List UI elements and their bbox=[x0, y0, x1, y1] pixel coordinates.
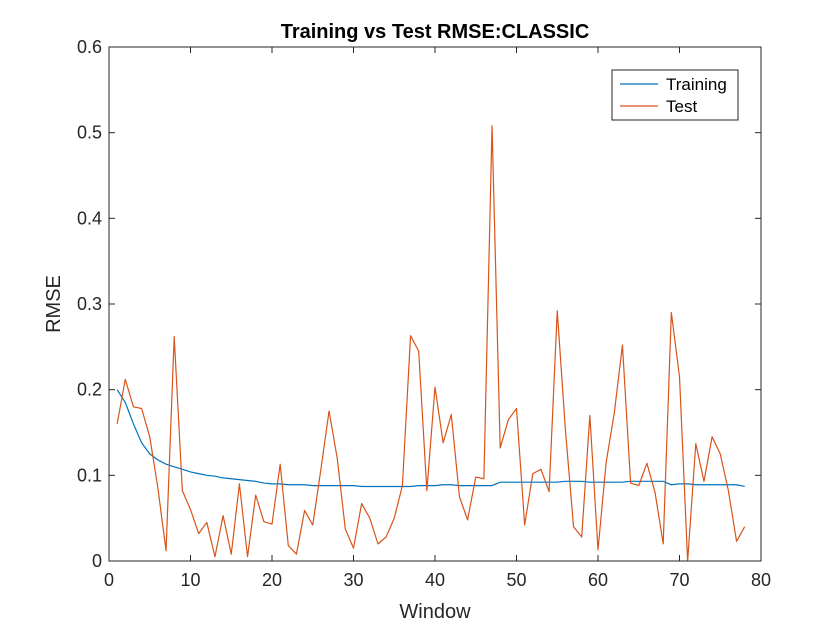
legend-box bbox=[611, 69, 739, 121]
x-axis-title: Window bbox=[399, 601, 471, 623]
series-layer bbox=[116, 125, 746, 562]
x-tick-label: 20 bbox=[262, 570, 282, 590]
series-line-test bbox=[116, 125, 746, 562]
x-tick-label: 50 bbox=[506, 570, 526, 590]
y-tick-label: 0.3 bbox=[77, 294, 102, 314]
y-tick-label: 0.1 bbox=[77, 465, 102, 485]
y-axis-title: RMSE bbox=[43, 275, 65, 333]
x-tick-label: 60 bbox=[588, 570, 608, 590]
x-tick-label: 70 bbox=[669, 570, 689, 590]
legend-label-training: Training bbox=[666, 75, 727, 94]
legend: Training Test bbox=[611, 69, 739, 121]
x-tick-label: 30 bbox=[343, 570, 363, 590]
x-tick-label: 80 bbox=[751, 570, 771, 590]
x-tick-label: 0 bbox=[104, 570, 114, 590]
y-tick-label: 0.6 bbox=[77, 37, 102, 57]
x-tick-label: 10 bbox=[180, 570, 200, 590]
axes-layer: 0 10 20 30 40 50 60 70 80 0 0.1 0.2 0.3 0.4 0.5 0.6 bbox=[77, 37, 771, 590]
y-tick-label: 0.4 bbox=[77, 208, 102, 228]
y-tick-label: 0.5 bbox=[77, 123, 102, 143]
y-tick-label: 0 bbox=[92, 551, 102, 571]
legend-label-test: Test bbox=[666, 97, 697, 116]
chart-title: Training vs Test RMSE:CLASSIC bbox=[281, 21, 590, 43]
x-tick-label: 40 bbox=[425, 570, 445, 590]
y-tick-label: 0.2 bbox=[77, 380, 102, 400]
